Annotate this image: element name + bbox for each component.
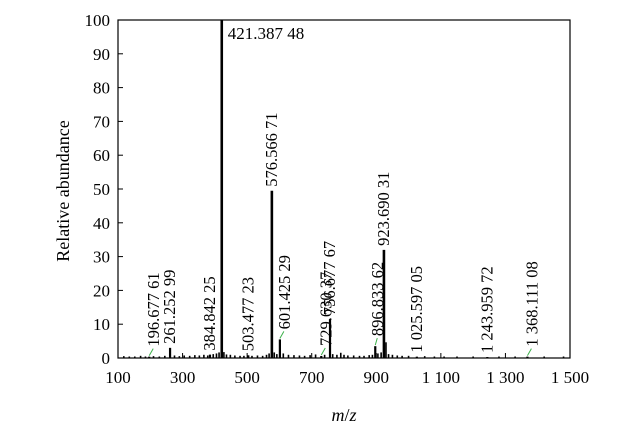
x-tick-label: 1 500 — [551, 368, 589, 387]
peak-leader-line — [148, 348, 154, 356]
x-axis-title-slash: / — [344, 405, 349, 425]
peak-label: 729.630 37 — [316, 272, 335, 346]
y-tick-label: 40 — [93, 214, 110, 233]
y-tick-label: 90 — [93, 45, 110, 64]
plot-border — [117, 19, 571, 359]
y-tick-label: 20 — [93, 281, 110, 300]
peak-leader-line — [526, 348, 532, 356]
y-tick-label: 100 — [85, 11, 111, 30]
x-axis-title: m/z — [331, 405, 356, 425]
peak-label: 503.477 23 — [238, 277, 257, 351]
x-axis-title-z: z — [349, 405, 357, 425]
peak-label: 421.387 48 — [228, 24, 305, 43]
peak-label: 923.690 31 — [374, 172, 393, 246]
y-tick-label: 0 — [102, 349, 111, 368]
x-tick-label: 500 — [234, 368, 260, 387]
peak-label: 1 243.959 72 — [477, 266, 496, 353]
y-tick-label: 10 — [93, 315, 110, 334]
y-tick-label: 70 — [93, 112, 110, 131]
peak-label: 261.252 99 — [160, 270, 179, 344]
y-axis-title: Relative abundance — [53, 120, 73, 261]
x-tick-label: 700 — [299, 368, 325, 387]
x-tick-label: 100 — [105, 368, 131, 387]
peak-label: 1 025.597 05 — [407, 266, 426, 353]
y-axis: 0 10 20 30 40 50 60 70 80 90 100 — [85, 11, 123, 368]
peak-label: 601.425 29 — [275, 255, 294, 329]
peak-label: 384.842 25 — [200, 276, 219, 350]
plot-frame — [117, 19, 571, 359]
x-tick-label: 300 — [170, 368, 196, 387]
peak-label: 756.677 67 — [320, 241, 339, 315]
y-tick-label: 60 — [93, 146, 110, 165]
x-tick-label: 1 300 — [486, 368, 524, 387]
peak-label: 896.833 62 — [368, 262, 387, 336]
x-tick-label: 1 100 — [422, 368, 460, 387]
x-axis-title-m: m — [331, 405, 344, 425]
x-tick-label: 900 — [364, 368, 390, 387]
minor-peaks-group — [123, 342, 565, 358]
labeled-peaks-group — [148, 20, 529, 358]
peak-leader-line — [320, 347, 326, 356]
y-tick-label: 50 — [93, 180, 110, 199]
y-tick-label: 80 — [93, 79, 110, 98]
peak-label: 1 368.111 08 — [522, 261, 541, 346]
peak-leader-line — [374, 338, 378, 346]
peak-leader-line — [279, 331, 285, 339]
y-tick-label: 30 — [93, 248, 110, 267]
x-axis: 100 300 500 700 900 1 100 1 300 1 500 — [105, 353, 589, 387]
peak-label: 576.566 71 — [262, 112, 281, 186]
peak-label: 196.677 61 — [144, 272, 163, 346]
